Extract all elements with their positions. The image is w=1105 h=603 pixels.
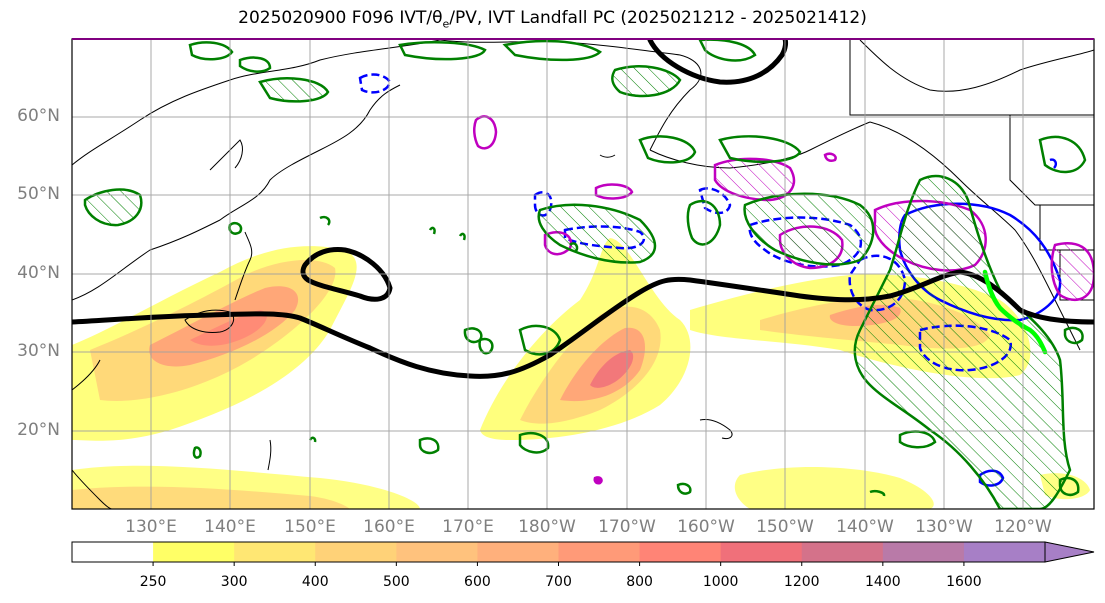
lat-label-40n: 40°N (17, 263, 60, 283)
lon-label-160e: 160°E (363, 517, 415, 537)
colorbar-box (72, 542, 154, 562)
lon-label-150w: 150°W (756, 517, 814, 537)
theta-subscript: e (442, 17, 450, 31)
colorbar-tick-label: 1000 (702, 574, 739, 590)
pv-contours (83, 39, 1087, 509)
colorbar-tick-label: 1600 (946, 574, 982, 590)
lon-label-130w: 130°W (915, 517, 973, 537)
colorbar-tick-label: 600 (464, 574, 491, 590)
colorbar-tick-label: 700 (545, 574, 572, 590)
lon-label-150e: 150°E (284, 517, 336, 537)
theta-symbol: θ (432, 8, 443, 28)
lat-label-30n: 30°N (17, 341, 60, 361)
colorbar-frame (71, 541, 1046, 563)
colorbar-box (396, 542, 478, 562)
colorbar-tick-label: 250 (139, 574, 167, 590)
colorbar-box (720, 542, 803, 562)
colorbar-box (882, 542, 965, 562)
colorbar-box (801, 542, 884, 562)
lon-label-160w: 160°W (677, 517, 735, 537)
lon-label-170w: 170°W (598, 517, 656, 537)
colorbar-box (558, 542, 641, 562)
colorbar-box (153, 542, 235, 562)
lat-label-20n: 20°N (17, 420, 60, 440)
lon-label-170e: 170°E (442, 517, 494, 537)
lon-label-130e: 130°E (125, 517, 177, 537)
colorbar-box (477, 542, 559, 562)
colorbar-box (234, 542, 316, 562)
lat-label-60n: 60°N (17, 106, 60, 126)
lon-label-120w: 120°W (994, 517, 1052, 537)
colorbar-tick-label: 300 (220, 574, 248, 590)
colorbar-tick-label: 500 (382, 574, 410, 590)
colorbar-tick-label: 800 (626, 574, 653, 590)
landfall-line (982, 269, 1048, 355)
colorbar-box (963, 542, 1046, 562)
chart-title: 2025020900 F096 IVT/θe/PV, IVT Landfall … (238, 8, 867, 31)
colorbar-tick-label: 1400 (865, 574, 901, 590)
colorbar-box (315, 542, 397, 562)
colorbar-extend-arrow (1044, 541, 1095, 563)
lon-label-140w: 140°W (836, 517, 894, 537)
colorbar-box (639, 542, 722, 562)
colorbar (71, 541, 1095, 566)
colorbar-tick-label: 1200 (783, 574, 820, 590)
gridlines (72, 39, 1094, 509)
lon-label-140e: 140°E (204, 517, 256, 537)
lon-label-180w: 180°W (518, 517, 576, 537)
colorbar-tick-label: 400 (301, 574, 329, 590)
lat-label-50n: 50°N (17, 184, 60, 204)
